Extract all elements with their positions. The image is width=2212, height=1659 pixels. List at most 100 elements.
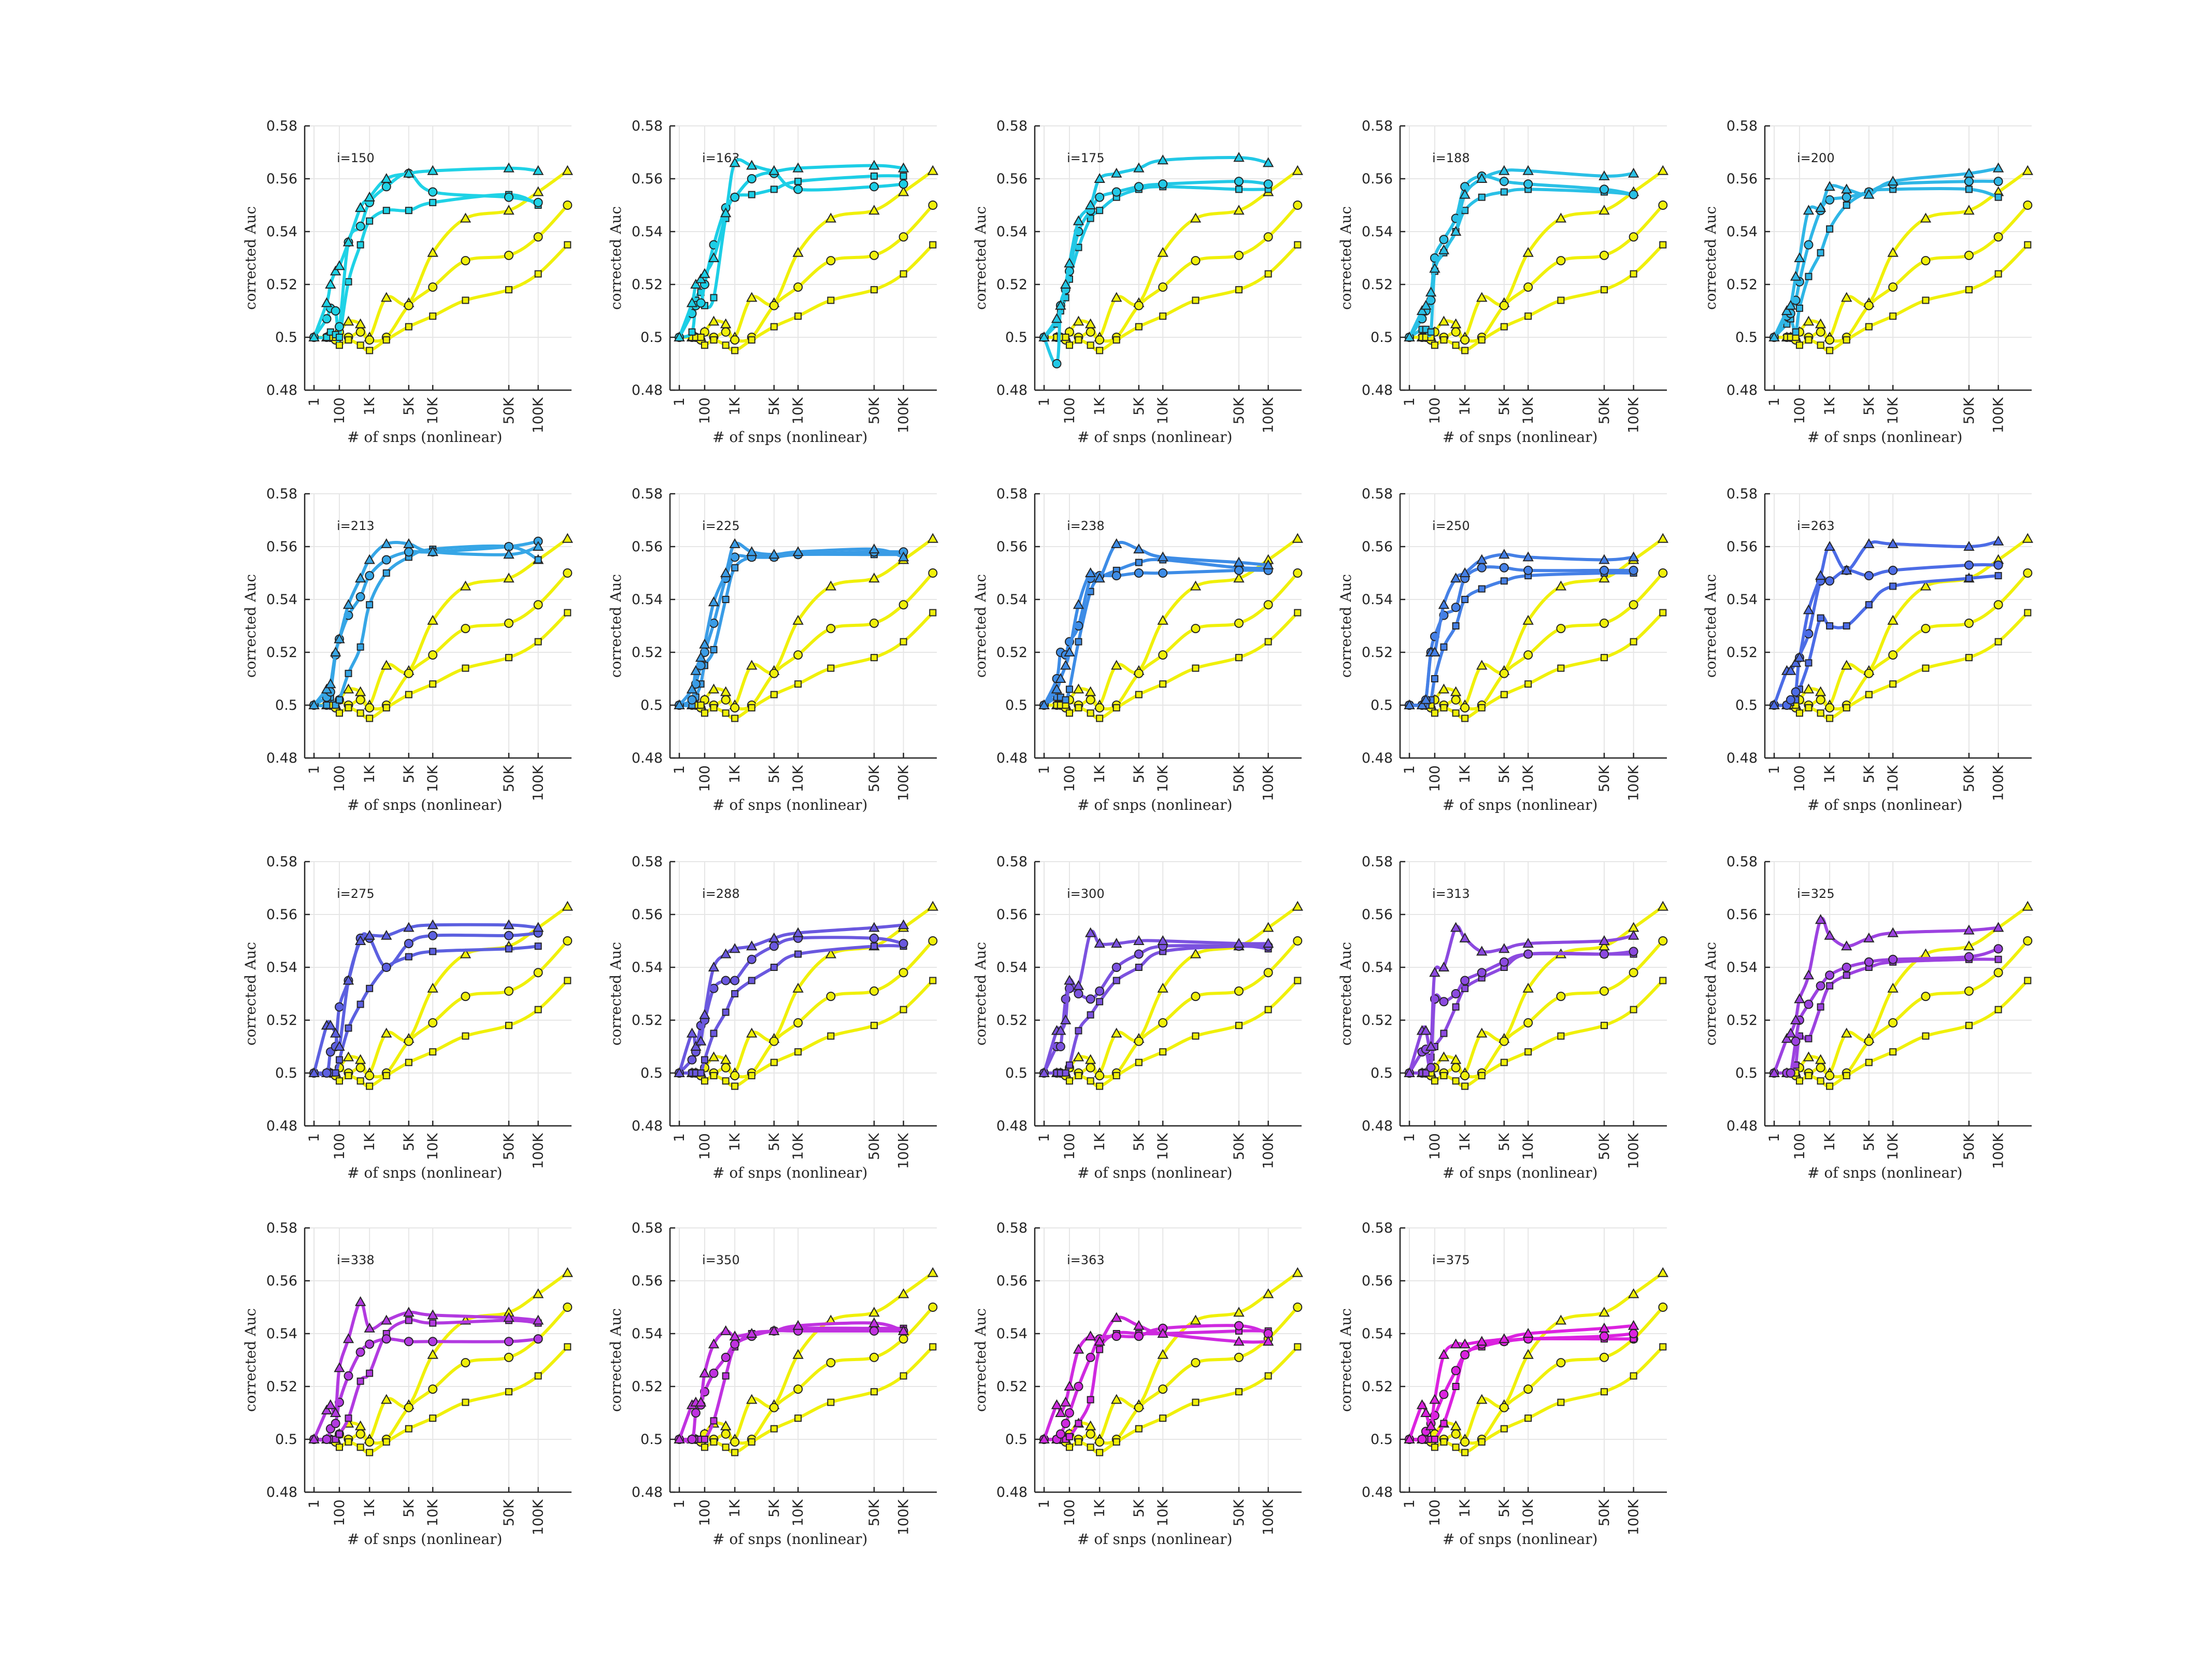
x-tick-label: 5K [401,397,417,416]
x-tick-label: 100 [1792,397,1808,424]
y-tick-label: 0.54 [996,1326,1027,1342]
series-point-triangle [695,273,707,283]
baseline-point-circle [1234,618,1244,628]
x-tick-label: 50K [866,765,882,792]
series-point-circle [1074,1382,1083,1391]
baseline-point-triangle [460,212,472,223]
y-axis-label: corrected Auc [1337,206,1354,310]
baseline-point-circle [1993,232,2003,242]
series-point-square [1805,1035,1813,1042]
baseline-point-triangle [792,614,804,625]
series-point-triangle [503,1312,515,1322]
baseline-point-square [1440,1438,1448,1446]
y-tick-label: 0.48 [632,1118,663,1134]
baseline-point-square [701,1077,708,1085]
baseline-point-circle [428,282,438,292]
y-tick-label: 0.54 [1362,224,1393,240]
x-tick-label: 10K [1155,765,1171,792]
baseline-point-circle [404,1036,413,1046]
series-point-triangle [1051,313,1063,323]
y-tick-label: 0.54 [1726,224,1758,240]
baseline-point-circle [563,936,573,946]
series-point-square [1826,622,1834,630]
y-axis-label: corrected Auc [607,206,624,310]
x-axis-label: # of snps (nonlinear) [1077,796,1232,813]
x-tick-label: 10K [790,1133,806,1160]
baseline-point-circle [769,1403,779,1412]
y-axis-label: corrected Auc [607,574,624,678]
baseline-point-triangle [1233,573,1245,583]
series-point-triangle [354,573,366,583]
y-tick-label: 0.54 [1726,960,1758,976]
baseline-point-square [1087,1443,1094,1451]
baseline-point-circle [504,986,513,996]
series-point-square [1478,193,1486,201]
y-tick-label: 0.52 [1362,645,1393,661]
series-point-triangle [1963,924,1975,935]
baseline-point-square [1659,241,1667,249]
baseline-point-triangle [1292,900,1303,911]
series-point-triangle [321,683,333,694]
baseline-point-square [1865,323,1873,331]
series-point-triangle [1051,683,1063,694]
panel-label: i=363 [1067,1253,1105,1267]
series-point-triangle [532,1314,544,1325]
series-point-circle [1234,1321,1244,1331]
baseline-point-square [1500,1059,1508,1066]
x-tick-label: 50K [1596,397,1612,424]
series-point-triangle [897,1325,909,1335]
baseline-point-square [1075,704,1082,712]
y-tick-label: 0.5 [1371,1065,1393,1081]
series-point-circle [355,1347,365,1357]
series-point-triangle [1064,646,1075,656]
baseline-point-square [1264,270,1272,278]
y-tick-label: 0.5 [640,1432,663,1448]
baseline-point-square [827,296,835,304]
series-point-triangle [1111,1312,1122,1322]
y-tick-label: 0.52 [632,1379,663,1395]
series-point-triangle [1420,299,1432,310]
x-tick-label: 1K [727,1499,743,1518]
baseline-point-circle [355,1429,365,1439]
series-point-triangle [1522,1327,1534,1338]
series-point-triangle [1815,202,1826,212]
baseline-point-square [2024,609,2032,617]
series-point-triangle [1499,943,1510,953]
series-point-square [1994,572,2002,580]
series-point-square [366,601,374,609]
x-tick-label: 1K [362,1133,378,1151]
baseline-point-square [1478,704,1486,712]
series-point-triangle [708,961,720,971]
series-point-circle [1629,565,1638,575]
x-tick-label: 100 [1792,1133,1808,1160]
baseline-point-circle [1158,650,1168,660]
x-tick-label: 1K [727,1133,743,1151]
series-point-square [1965,575,1973,582]
baseline-point-circle [1134,1403,1144,1412]
series-point-triangle [1450,922,1462,932]
baseline-point-square [929,609,937,617]
baseline-point-triangle [708,316,720,326]
series-point-triangle [674,1067,685,1077]
baseline-point-square [794,1414,802,1422]
x-axis-label: # of snps (nonlinear) [347,1531,502,1548]
series-point-circle [1095,192,1105,202]
series-point-triangle [1887,176,1899,186]
x-tick-label: 10K [425,765,441,792]
baseline-point-triangle [1111,1027,1122,1038]
y-tick-label: 0.5 [1735,1065,1758,1081]
x-tick-label: 5K [1861,397,1877,416]
baseline-point-square [405,1425,412,1433]
x-tick-label: 1K [1822,397,1838,416]
baseline-point-triangle [427,614,438,625]
series-point-square [1826,225,1834,233]
series-point-triangle [720,207,732,218]
series-point-circle [1451,989,1461,998]
x-tick-label: 10K [1520,1133,1536,1160]
series-point-square [335,1056,343,1064]
baseline-point-circle [793,282,803,292]
x-tick-label: 10K [790,1499,806,1526]
baseline-point-triangle [1841,660,1852,670]
series-point-triangle [1157,935,1168,945]
series-point-square [748,191,755,198]
